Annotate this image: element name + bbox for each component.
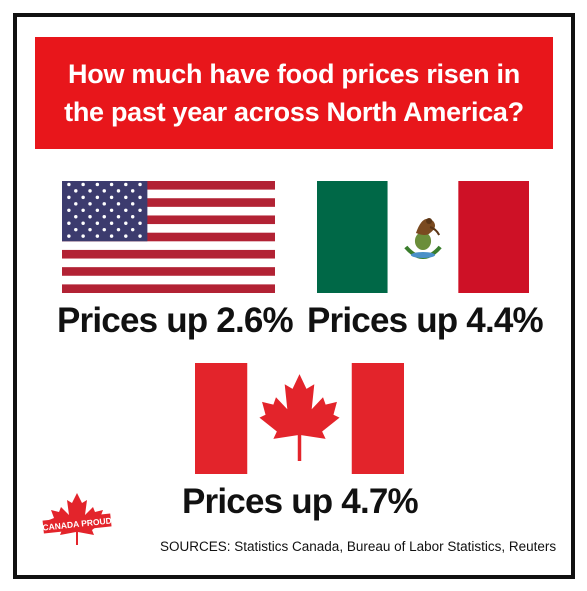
sources-caption: SOURCES: Statistics Canada, Bureau of La… — [160, 539, 557, 554]
canada-flag-icon — [195, 363, 404, 474]
mexico-coat-of-arms-icon — [404, 218, 442, 259]
infographic-frame: How much have food prices risen in the p… — [13, 13, 575, 579]
page-title: How much have food prices risen in the p… — [64, 59, 524, 127]
us-price-label: Prices up 2.6% — [57, 301, 294, 340]
title-banner: How much have food prices risen in the p… — [35, 37, 553, 149]
mexico-price-label: Prices up 4.4% — [307, 301, 544, 340]
mexico-flag-icon — [317, 181, 529, 293]
canada-proud-logo: CANADA PROUD — [42, 493, 112, 545]
canada-price-label: Prices up 4.7% — [182, 482, 419, 521]
us-flag-icon — [62, 181, 275, 293]
